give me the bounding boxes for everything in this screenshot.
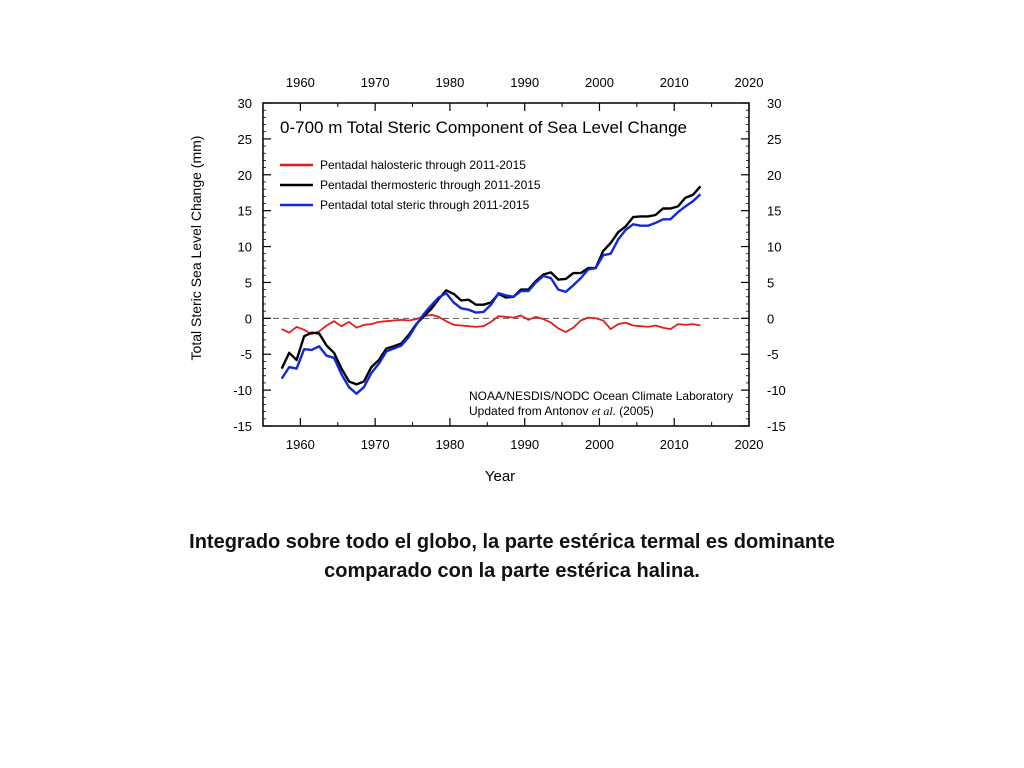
y-tick-label-left: 30 bbox=[238, 96, 252, 111]
legend-label-1: Pentadal halosteric through 2011-2015 bbox=[320, 158, 526, 172]
y-tick-label-left: 10 bbox=[238, 240, 252, 255]
y-tick-label-left: 20 bbox=[238, 168, 252, 183]
x-tick-label-top: 2020 bbox=[735, 75, 764, 90]
sea-level-chart: 1960196019701970198019801990199020002000… bbox=[188, 75, 786, 485]
x-axis-label: Year bbox=[485, 468, 515, 485]
x-tick-label-bottom: 1960 bbox=[286, 437, 315, 452]
x-tick-label-bottom: 2000 bbox=[585, 437, 614, 452]
slide-caption: Integrado sobre todo el globo, la parte … bbox=[0, 528, 1024, 586]
source-note: NOAA/NESDIS/NODC Ocean Climate Laborator… bbox=[469, 389, 733, 403]
y-tick-label-left: 25 bbox=[238, 132, 252, 147]
series-line-3 bbox=[280, 193, 702, 395]
plot-frame bbox=[262, 102, 750, 427]
chart-axes: 1960196019701970198019801990199020002000… bbox=[233, 75, 786, 452]
y-tick-label-right: 0 bbox=[767, 311, 774, 326]
x-tick-label-top: 2010 bbox=[660, 75, 689, 90]
y-tick-label-right: -10 bbox=[767, 383, 786, 398]
x-tick-label-top: 1980 bbox=[435, 75, 464, 90]
x-tick-label-bottom: 2010 bbox=[660, 437, 689, 452]
y-tick-label-left: -10 bbox=[233, 383, 252, 398]
x-tick-label-bottom: 1990 bbox=[510, 437, 539, 452]
series-line-2 bbox=[280, 185, 702, 386]
y-tick-label-right: 30 bbox=[767, 96, 781, 111]
y-tick-label-right: 25 bbox=[767, 132, 781, 147]
y-tick-label-left: 5 bbox=[245, 275, 252, 290]
y-axis-label: Total Steric Sea Level Change (mm) bbox=[188, 136, 204, 361]
chart-title: 0-700 m Total Steric Component of Sea Le… bbox=[280, 118, 687, 137]
y-tick-label-right: 15 bbox=[767, 204, 781, 219]
source-note-line2: Updated from Antonov et al. (2005) bbox=[469, 404, 654, 418]
x-tick-label-top: 1970 bbox=[361, 75, 390, 90]
x-tick-label-bottom: 1980 bbox=[435, 437, 464, 452]
series-line-1 bbox=[281, 313, 701, 336]
x-tick-label-bottom: 2020 bbox=[735, 437, 764, 452]
source-note-etal: et al. bbox=[592, 404, 616, 418]
x-tick-label-bottom: 1970 bbox=[361, 437, 390, 452]
chart-series bbox=[280, 185, 702, 395]
caption-line-1: Integrado sobre todo el globo, la parte … bbox=[189, 531, 835, 553]
legend-label-3: Pentadal total steric through 2011-2015 bbox=[320, 198, 530, 212]
x-tick-label-top: 2000 bbox=[585, 75, 614, 90]
caption-line-2: comparado con la parte estérica halina. bbox=[324, 560, 700, 582]
y-tick-label-left: -15 bbox=[233, 419, 252, 434]
y-tick-label-right: 20 bbox=[767, 168, 781, 183]
y-tick-label-left: 0 bbox=[245, 311, 252, 326]
x-tick-label-top: 1960 bbox=[286, 75, 315, 90]
y-tick-label-right: -15 bbox=[767, 419, 786, 434]
source-note-prefix: Updated from Antonov bbox=[469, 404, 588, 418]
y-tick-label-left: -5 bbox=[240, 347, 252, 362]
x-tick-label-top: 1990 bbox=[510, 75, 539, 90]
y-tick-label-right: 10 bbox=[767, 240, 781, 255]
y-tick-label-right: 5 bbox=[767, 275, 774, 290]
source-note-year: (2005) bbox=[619, 404, 654, 418]
chart-legend: Pentadal halosteric through 2011-2015 Pen… bbox=[280, 158, 541, 212]
y-tick-label-right: -5 bbox=[767, 347, 779, 362]
legend-label-2: Pentadal thermosteric through 2011-2015 bbox=[320, 178, 541, 192]
y-tick-label-left: 15 bbox=[238, 204, 252, 219]
